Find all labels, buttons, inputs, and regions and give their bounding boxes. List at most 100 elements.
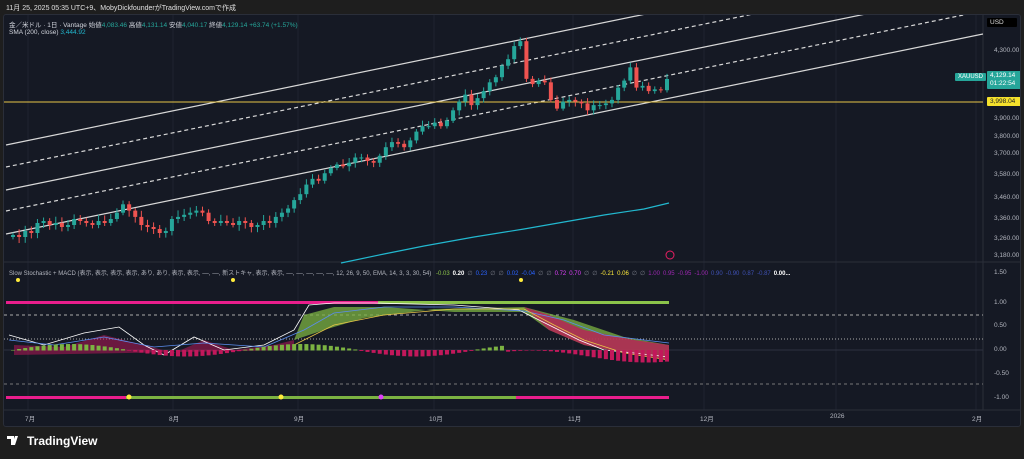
histogram-bar bbox=[53, 344, 58, 351]
alert-marker-icon[interactable] bbox=[665, 250, 675, 260]
histogram-bar bbox=[512, 350, 517, 352]
indicator-axis-label: 0.00 bbox=[994, 346, 1007, 353]
candle-body bbox=[646, 85, 651, 92]
channel-upper-dashed-line[interactable] bbox=[5, 15, 983, 168]
histogram-bar bbox=[628, 350, 633, 362]
candle-body bbox=[353, 157, 358, 163]
channel-lower-dashed-line[interactable] bbox=[5, 15, 983, 212]
candle-body bbox=[127, 204, 132, 211]
candle-body bbox=[585, 103, 590, 111]
candle-body bbox=[29, 231, 34, 233]
candle-body bbox=[41, 221, 46, 223]
indicator-pane bbox=[4, 278, 983, 400]
histogram-bar bbox=[169, 350, 174, 357]
candle-body bbox=[512, 46, 517, 60]
candle-body bbox=[316, 178, 321, 181]
candle-body bbox=[493, 77, 498, 83]
candle-body bbox=[603, 103, 608, 106]
histogram-bar bbox=[634, 350, 639, 363]
histogram-bar bbox=[78, 344, 83, 351]
histogram-bar bbox=[359, 350, 364, 351]
sma-value: 3,444.92 bbox=[60, 29, 86, 36]
indicator-axis-label: 0.50 bbox=[994, 322, 1007, 329]
time-axis-label: 7月 bbox=[25, 416, 36, 423]
histogram-bar bbox=[444, 350, 449, 355]
channel-upper-line[interactable] bbox=[5, 15, 983, 146]
histogram-bar bbox=[451, 350, 456, 354]
histogram-bar bbox=[212, 350, 217, 355]
indicator-legend[interactable]: Slow Stochastic + MACD (表示, 表示, 表示, 表示, … bbox=[9, 268, 796, 277]
price-axis-label: 3,460.00 bbox=[994, 194, 1020, 201]
sma-label[interactable]: SMA (200, close) bbox=[9, 29, 59, 36]
histogram-bar bbox=[542, 350, 547, 351]
symbol-tag: XAUUSD bbox=[955, 73, 987, 81]
stochastic-k-line bbox=[8, 302, 670, 358]
indicator-value: ∅ bbox=[467, 271, 473, 277]
candle-body bbox=[438, 122, 443, 127]
open-value: 4,083.46 bbox=[101, 22, 128, 29]
candle-body bbox=[310, 178, 315, 185]
candle-body bbox=[237, 221, 242, 225]
histogram-bar bbox=[585, 350, 590, 357]
candle-body bbox=[90, 223, 95, 225]
sma-legend[interactable]: SMA (200, close) 3,444.92 bbox=[9, 29, 86, 36]
tradingview-logo[interactable]: TradingView bbox=[7, 434, 97, 448]
symbol-legend[interactable]: 金／米ドル · 1日 · Vantage 始値4,083.46 高値4,131.… bbox=[9, 19, 298, 29]
histogram-bar bbox=[206, 350, 211, 356]
indicator-value: 0.70 bbox=[569, 271, 581, 277]
price-axis-label: 3,260.00 bbox=[994, 235, 1020, 242]
indicator-value: 0.20 bbox=[452, 271, 465, 277]
last-price: 4,129.14 bbox=[990, 72, 1016, 79]
histogram-bar bbox=[66, 344, 71, 351]
candle-body bbox=[383, 147, 388, 156]
channel-lower-line[interactable] bbox=[5, 33, 983, 235]
candle-body bbox=[487, 82, 492, 92]
candle-body bbox=[475, 98, 480, 106]
candle-body bbox=[665, 79, 669, 91]
histogram-bar bbox=[102, 346, 107, 351]
channel-mid-line[interactable] bbox=[5, 15, 983, 191]
candle-body bbox=[279, 212, 284, 217]
indicator-value: 0.72 bbox=[554, 271, 567, 277]
candle-body bbox=[121, 204, 126, 213]
histogram-bar bbox=[518, 350, 523, 351]
bar-countdown: 01:22:54 bbox=[990, 80, 1016, 87]
histogram-bar bbox=[59, 344, 64, 351]
histogram-bar bbox=[414, 350, 419, 357]
indicator-value: -0.90 bbox=[725, 271, 740, 277]
histogram-bar bbox=[646, 350, 651, 363]
candle-body bbox=[84, 221, 89, 223]
candle-body bbox=[188, 212, 193, 215]
histogram-bar bbox=[402, 350, 407, 357]
indicator-title[interactable]: Slow Stochastic + MACD (表示, 表示, 表示, 表示, … bbox=[9, 271, 432, 277]
close-label: 終値 bbox=[209, 22, 223, 29]
candle-body bbox=[408, 140, 413, 148]
histogram-bar bbox=[396, 350, 401, 356]
price-axis-label: 3,800.00 bbox=[994, 133, 1020, 140]
histogram-bar bbox=[41, 345, 46, 351]
histogram-bar bbox=[121, 349, 126, 351]
candle-body bbox=[176, 216, 181, 219]
candle-body bbox=[273, 216, 278, 223]
candle-body bbox=[218, 221, 223, 223]
indicator-value: ∅ bbox=[538, 271, 544, 277]
candle-body bbox=[457, 101, 462, 111]
chart-panel[interactable]: 金／米ドル · 1日 · Vantage 始値4,083.46 高値4,131.… bbox=[3, 14, 1021, 427]
histogram-bar bbox=[383, 350, 388, 355]
candle-body bbox=[420, 126, 425, 132]
candle-body bbox=[396, 142, 401, 144]
histogram-bar bbox=[457, 350, 462, 353]
trend-bar-bottom bbox=[516, 396, 669, 399]
candle-body bbox=[206, 212, 211, 221]
histogram-bar bbox=[616, 350, 621, 361]
chart-canvas[interactable] bbox=[4, 15, 1021, 427]
currency-button[interactable]: USD bbox=[987, 18, 1017, 27]
candle-body bbox=[212, 221, 217, 223]
signal-dot bbox=[378, 394, 384, 400]
histogram-bar bbox=[237, 350, 242, 352]
symbol-name[interactable]: 金／米ドル · 1日 · Vantage bbox=[9, 22, 87, 29]
candle-body bbox=[634, 67, 639, 88]
indicator-value: 0.06 bbox=[617, 271, 629, 277]
candle-body bbox=[169, 219, 174, 231]
regression-channel[interactable] bbox=[5, 15, 983, 235]
